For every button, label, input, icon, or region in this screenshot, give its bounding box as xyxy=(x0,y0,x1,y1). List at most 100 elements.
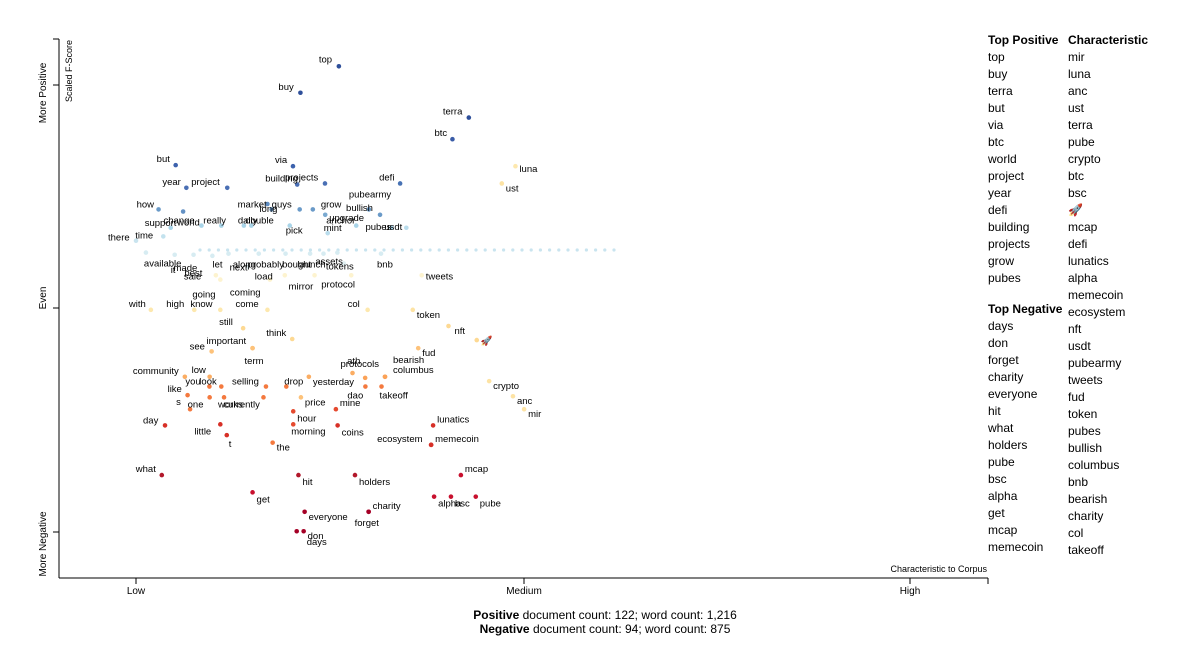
point-label[interactable]: daily xyxy=(238,216,258,227)
data-point[interactable] xyxy=(219,384,224,389)
data-point[interactable] xyxy=(466,115,472,120)
data-point[interactable] xyxy=(377,212,383,218)
point-label[interactable]: mint xyxy=(324,223,342,234)
point-label[interactable]: pube xyxy=(480,499,501,510)
data-point[interactable] xyxy=(353,223,359,228)
point-label[interactable]: price xyxy=(305,397,326,408)
point-label[interactable]: high xyxy=(166,299,184,310)
top-negative-item[interactable]: don xyxy=(988,336,1009,350)
point-label[interactable]: protocol xyxy=(321,279,355,290)
top-positive-item[interactable]: buy xyxy=(988,67,1008,81)
point-label[interactable]: along xyxy=(233,260,256,271)
point-label[interactable]: selling xyxy=(232,377,259,388)
characteristic-item[interactable]: usdt xyxy=(1068,339,1091,353)
data-point[interactable] xyxy=(270,440,275,445)
point-label[interactable]: get xyxy=(257,494,271,505)
point-label[interactable]: next xyxy=(230,263,248,274)
point-label[interactable]: look xyxy=(199,377,217,388)
data-point[interactable] xyxy=(267,277,273,282)
top-positive-item[interactable]: defi xyxy=(988,203,1008,217)
data-point[interactable] xyxy=(218,277,223,282)
point-label[interactable]: one xyxy=(188,399,204,410)
data-point[interactable] xyxy=(513,163,518,169)
data-point[interactable] xyxy=(283,251,288,256)
characteristic-item[interactable]: bearish xyxy=(1068,492,1108,506)
characteristic-item[interactable]: alpha xyxy=(1068,271,1098,285)
top-positive-item[interactable]: grow xyxy=(988,254,1015,268)
data-point[interactable] xyxy=(379,384,384,389)
point-label[interactable]: project xyxy=(191,177,220,188)
point-label[interactable]: bnb xyxy=(377,260,393,271)
point-label[interactable]: like xyxy=(168,384,182,395)
data-point[interactable] xyxy=(221,395,227,400)
characteristic-item[interactable]: tweets xyxy=(1068,373,1103,387)
data-point[interactable] xyxy=(187,406,193,412)
point-label[interactable]: but xyxy=(157,154,171,165)
point-label[interactable]: anc xyxy=(517,396,533,407)
top-negative-item[interactable]: get xyxy=(988,506,1005,520)
point-label[interactable]: pubes xyxy=(365,222,391,233)
data-point[interactable] xyxy=(486,378,492,384)
data-point[interactable] xyxy=(301,528,306,534)
point-label[interactable]: hit xyxy=(302,477,312,488)
top-negative-item[interactable]: bsc xyxy=(988,472,1007,486)
top-negative-item[interactable]: alpha xyxy=(988,489,1018,503)
data-point[interactable] xyxy=(348,272,354,278)
point-label[interactable]: how xyxy=(137,199,155,210)
characteristic-item[interactable]: bsc xyxy=(1068,186,1087,200)
point-label[interactable]: really xyxy=(203,216,226,227)
point-label[interactable]: usdt xyxy=(384,222,402,233)
point-label[interactable]: the xyxy=(277,443,290,454)
data-point[interactable] xyxy=(265,307,270,313)
characteristic-item[interactable]: memecoin xyxy=(1068,288,1124,302)
data-point[interactable] xyxy=(298,90,303,96)
point-label[interactable]: 🚀 xyxy=(481,335,493,347)
data-point[interactable] xyxy=(366,509,371,515)
point-label[interactable]: term xyxy=(245,356,264,367)
point-label[interactable]: forget xyxy=(355,518,380,529)
characteristic-item[interactable]: bnb xyxy=(1068,475,1089,489)
point-label[interactable]: charity xyxy=(373,501,401,512)
point-label[interactable]: available xyxy=(144,259,182,270)
data-point[interactable] xyxy=(240,325,246,331)
top-positive-item[interactable]: building xyxy=(988,220,1030,234)
characteristic-item[interactable]: charity xyxy=(1068,509,1104,523)
point-label[interactable]: lunatics xyxy=(437,414,469,425)
point-label[interactable]: nft xyxy=(454,326,465,337)
point-label[interactable]: important xyxy=(207,336,247,347)
data-point[interactable] xyxy=(180,209,186,214)
data-point[interactable] xyxy=(335,423,340,428)
top-positive-item[interactable]: project xyxy=(988,169,1025,183)
data-point[interactable] xyxy=(397,181,403,186)
data-point[interactable] xyxy=(250,490,255,495)
point-label[interactable]: tokens xyxy=(326,261,354,272)
point-label[interactable]: ust xyxy=(506,183,519,194)
data-point[interactable] xyxy=(352,472,358,478)
point-label[interactable]: ath xyxy=(347,356,360,367)
data-point[interactable] xyxy=(184,185,189,191)
data-point[interactable] xyxy=(162,423,168,428)
data-point[interactable] xyxy=(199,223,204,228)
point-label[interactable]: world xyxy=(176,218,200,229)
data-point[interactable] xyxy=(419,272,424,278)
point-label[interactable]: see xyxy=(190,341,205,352)
data-point[interactable] xyxy=(321,251,326,256)
data-point[interactable] xyxy=(458,472,464,478)
characteristic-item[interactable]: mir xyxy=(1068,50,1085,64)
point-label[interactable]: time xyxy=(135,230,153,241)
point-label[interactable]: come xyxy=(235,299,258,310)
point-label[interactable]: sale xyxy=(184,271,201,282)
data-point[interactable] xyxy=(428,442,434,448)
characteristic-item[interactable]: pube xyxy=(1068,135,1095,149)
top-positive-item[interactable]: year xyxy=(988,186,1012,200)
point-label[interactable]: buy xyxy=(278,82,294,93)
characteristic-item[interactable]: token xyxy=(1068,407,1098,421)
point-label[interactable]: double xyxy=(245,216,274,227)
point-label[interactable]: via xyxy=(275,155,288,166)
data-point[interactable] xyxy=(290,163,296,169)
characteristic-item[interactable]: lunatics xyxy=(1068,254,1109,268)
data-point[interactable] xyxy=(269,207,274,212)
characteristic-item[interactable]: ecosystem xyxy=(1068,305,1126,319)
point-label[interactable]: memecoin xyxy=(435,434,479,445)
point-label[interactable]: what xyxy=(135,464,156,475)
